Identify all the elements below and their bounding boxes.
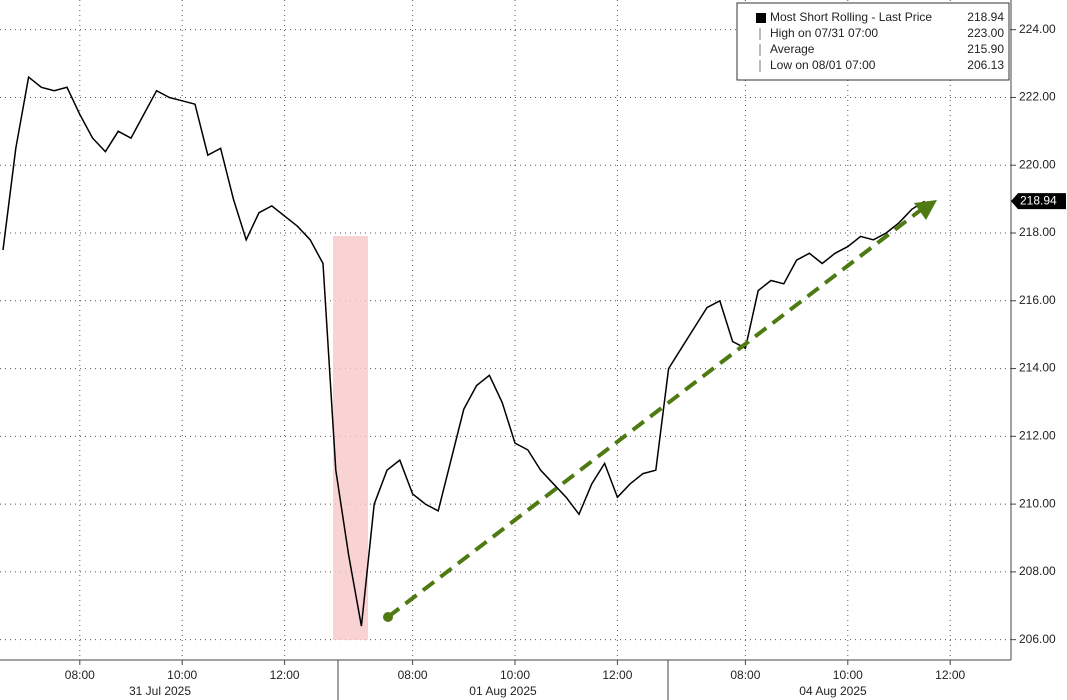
y-tick-label: 206.00	[1019, 632, 1056, 646]
trend-arrow	[386, 207, 924, 619]
y-tick-label: 218.00	[1019, 225, 1056, 239]
x-tick-label: 12:00	[602, 668, 632, 682]
legend-box	[736, 2, 1010, 81]
legend-value: 215.90	[967, 42, 1004, 56]
y-tick-label: 212.00	[1019, 429, 1056, 443]
last-price-tag	[1011, 193, 1066, 210]
x-tick-label: 10:00	[833, 668, 863, 682]
x-tick-label: 12:00	[935, 668, 965, 682]
x-tick-label: 10:00	[500, 668, 530, 682]
y-tick-label: 214.00	[1019, 361, 1056, 375]
legend-value: 218.94	[967, 10, 1004, 24]
y-tick-label: 210.00	[1019, 496, 1056, 510]
legend-value: 206.13	[967, 58, 1004, 72]
y-tick-label: 216.00	[1019, 293, 1056, 307]
x-tick-label: 12:00	[270, 668, 300, 682]
x-group-label: 31 Jul 2025	[129, 684, 191, 698]
x-group-label: 01 Aug 2025	[469, 684, 537, 698]
legend-name: Low on 08/01 07:00	[770, 58, 876, 72]
arrow-head	[914, 200, 937, 220]
y-tick-label: 220.00	[1019, 157, 1056, 171]
legend-name: Average	[770, 42, 815, 56]
last-price-label: 218.94	[1020, 193, 1057, 207]
x-tick-label: 08:00	[65, 668, 95, 682]
legend: Most Short Rolling - Last Price 218.94 Hig…	[736, 2, 1010, 81]
legend-value: 223.00	[967, 26, 1004, 40]
price-line-group	[2, 75, 926, 627]
y-tick-label: 224.00	[1019, 22, 1056, 36]
legend-name: Most Short Rolling - Last Price	[770, 10, 932, 24]
x-group-label: 04 Aug 2025	[799, 684, 867, 698]
x-tick-label: 10:00	[167, 668, 197, 682]
highlight-zone	[333, 236, 368, 640]
legend-name: High on 07/31 07:00	[770, 26, 878, 40]
legend-swatch	[756, 13, 766, 23]
y-tick-label: 208.00	[1019, 564, 1056, 578]
x-tick-label: 08:00	[398, 668, 428, 682]
y-tick-label: 222.00	[1019, 90, 1056, 104]
x-tick-label: 08:00	[730, 668, 760, 682]
price-line	[2, 75, 926, 627]
arrow-start	[383, 612, 393, 622]
grid	[0, 0, 1011, 660]
